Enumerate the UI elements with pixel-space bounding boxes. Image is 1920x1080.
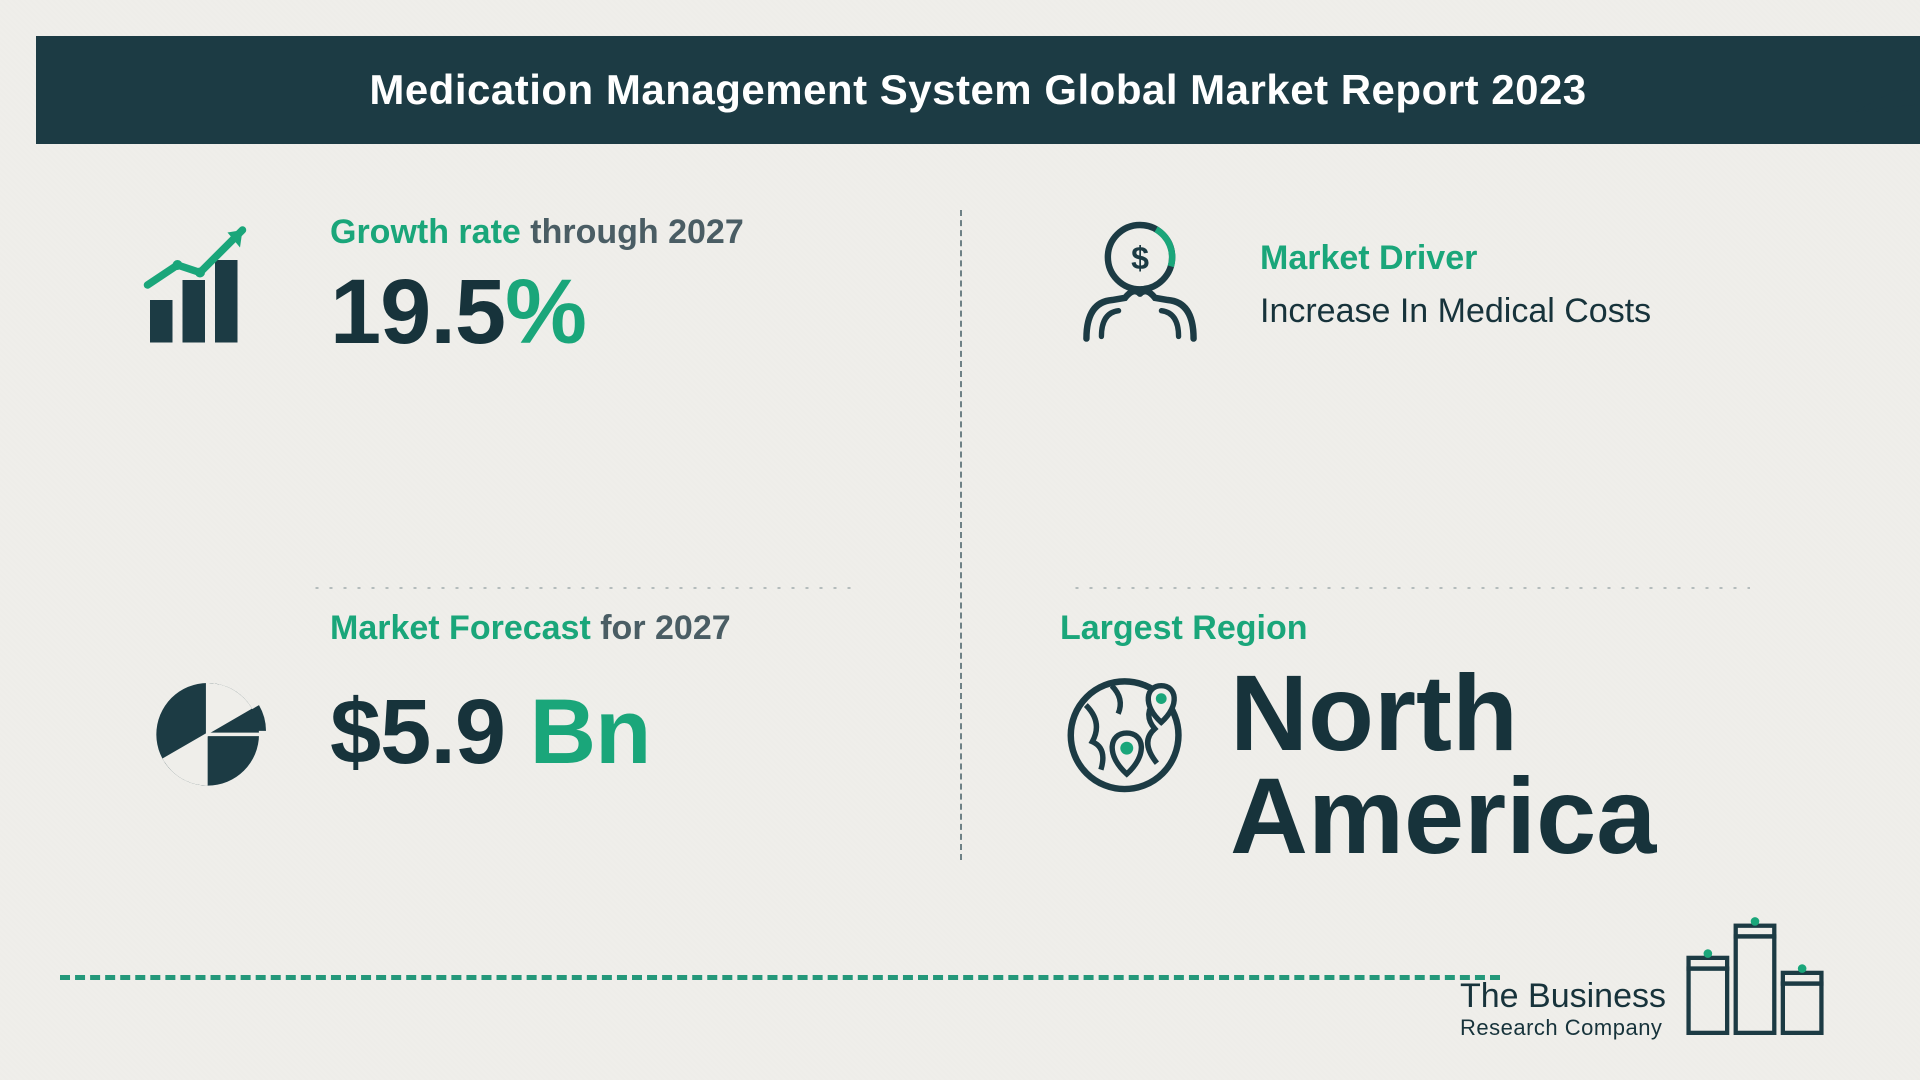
- forecast-heading-part1: Market Forecast: [330, 609, 591, 647]
- forecast-value-unit: Bn: [505, 681, 650, 783]
- growth-value-unit: %: [505, 261, 586, 363]
- section-divider-dots: [1070, 585, 1750, 591]
- growth-heading: Growth rate through 2027: [330, 213, 744, 252]
- quadrant-growth: Growth rate through 2027 19.5%: [100, 190, 930, 555]
- logo-line1: The Business: [1460, 978, 1666, 1015]
- forecast-value: $5.9 Bn: [330, 686, 650, 778]
- section-divider-dots: [310, 585, 860, 591]
- forecast-heading: Market Forecast for 2027: [330, 609, 920, 648]
- forecast-value-number: $5.9: [330, 681, 505, 783]
- quadrant-forecast: Market Forecast for 2027 $5.9 Bn: [100, 555, 930, 920]
- globe-pin-icon: [1060, 662, 1200, 802]
- buildings-icon: [1680, 910, 1830, 1040]
- content-grid: Growth rate through 2027 19.5% $: [100, 190, 1820, 920]
- region-heading-text: Largest Region: [1060, 609, 1307, 647]
- driver-value: Increase In Medical Costs: [1260, 292, 1651, 331]
- page-title: Medication Management System Global Mark…: [369, 66, 1586, 114]
- company-logo: The Business Research Company: [1460, 910, 1830, 1040]
- growth-heading-part1: Growth rate: [330, 213, 521, 251]
- bottom-divider-dash: [60, 975, 1500, 980]
- forecast-heading-part2: for 2027: [591, 609, 731, 647]
- title-bar: Medication Management System Global Mark…: [36, 36, 1920, 144]
- driver-heading-text: Market Driver: [1260, 239, 1477, 277]
- logo-line2: Research Company: [1460, 1016, 1666, 1040]
- driver-heading: Market Driver: [1260, 239, 1651, 278]
- quadrant-region: Largest Region North America: [990, 555, 1820, 920]
- growth-value: 19.5%: [330, 266, 744, 358]
- svg-text:$: $: [1131, 240, 1149, 276]
- growth-value-number: 19.5: [330, 261, 505, 363]
- growth-chart-icon: [130, 210, 290, 360]
- pie-chart-icon: [130, 662, 290, 802]
- region-value: North America: [1230, 662, 1810, 867]
- quadrant-driver: $ Market Driver Increase In Medical Cost…: [990, 190, 1820, 555]
- growth-heading-part2: through 2027: [521, 213, 744, 251]
- hands-coin-icon: $: [1060, 210, 1220, 360]
- region-heading: Largest Region: [1060, 609, 1810, 648]
